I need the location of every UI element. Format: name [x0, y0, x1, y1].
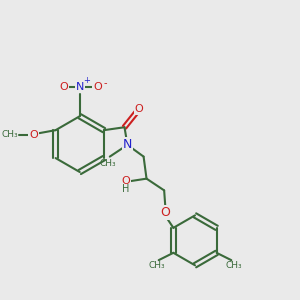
Text: O: O — [122, 176, 130, 186]
Text: O: O — [93, 82, 102, 92]
Text: CH₃: CH₃ — [99, 160, 116, 169]
Text: O: O — [135, 104, 144, 114]
Text: O: O — [29, 130, 38, 140]
Text: O: O — [59, 82, 68, 92]
Text: -: - — [104, 78, 107, 88]
Text: O: O — [161, 206, 171, 219]
Text: CH₃: CH₃ — [2, 130, 18, 139]
Text: +: + — [83, 76, 90, 85]
Text: CH₃: CH₃ — [148, 261, 165, 270]
Text: CH₃: CH₃ — [225, 261, 242, 270]
Text: H: H — [122, 184, 130, 194]
Text: N: N — [76, 82, 84, 92]
Text: N: N — [123, 138, 132, 152]
